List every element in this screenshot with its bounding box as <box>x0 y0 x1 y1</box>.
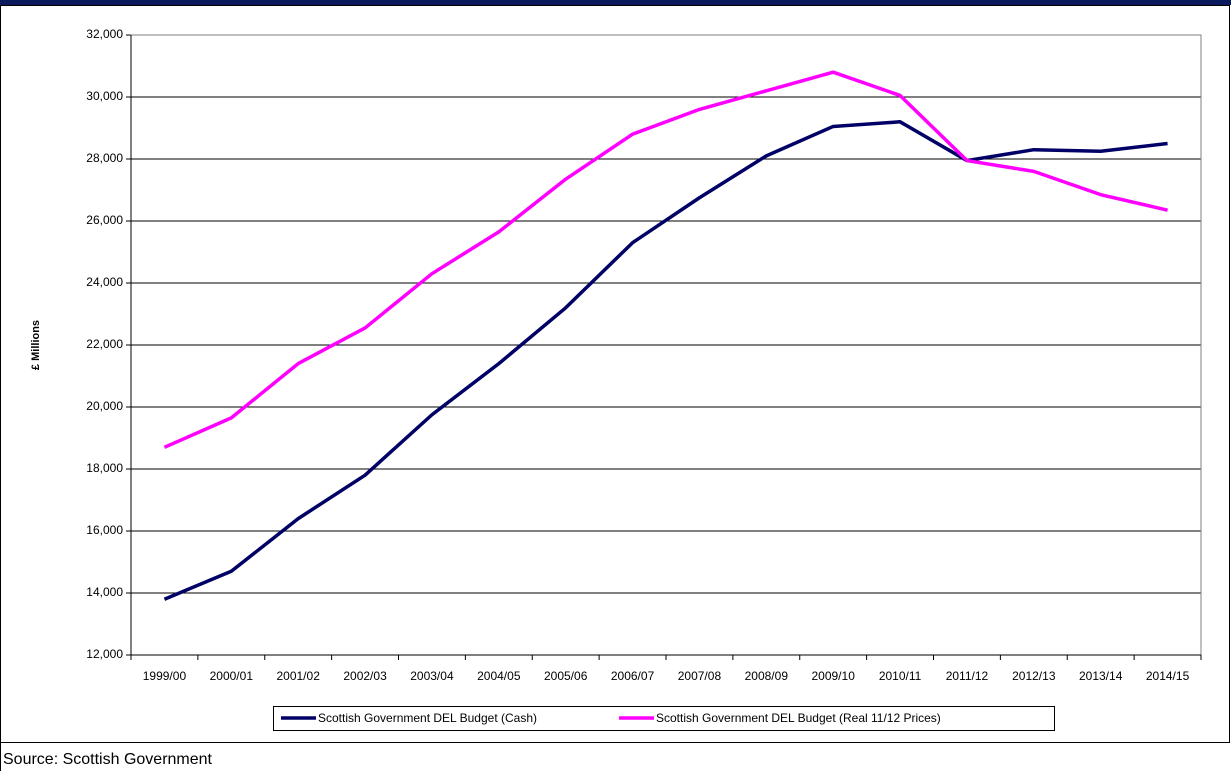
series-line <box>163 70 1168 449</box>
y-tick-label: 26,000 <box>86 213 123 227</box>
x-tick-label: 2007/08 <box>678 669 722 683</box>
x-tick-label: 2001/02 <box>276 669 320 683</box>
chart-frame <box>0 5 1230 743</box>
legend <box>273 706 1055 731</box>
y-tick-label: 22,000 <box>86 337 123 351</box>
y-tick-label: 32,000 <box>86 27 123 41</box>
x-tick-label: 2008/09 <box>745 669 789 683</box>
y-tick-label: 14,000 <box>86 585 123 599</box>
y-axis-label: £ Millions <box>30 320 42 370</box>
y-tick-label: 20,000 <box>86 399 123 413</box>
x-tick-label: 1999/00 <box>143 669 187 683</box>
y-tick-label: 30,000 <box>86 89 123 103</box>
x-tick-label: 2014/15 <box>1146 669 1190 683</box>
x-tick-label: 2011/12 <box>946 669 989 683</box>
x-tick-label: 2010/11 <box>879 669 922 683</box>
y-tick-label: 18,000 <box>86 461 123 475</box>
y-tick-label: 28,000 <box>86 151 123 165</box>
series-line <box>163 120 1168 601</box>
x-tick-label: 2005/06 <box>544 669 588 683</box>
x-tick-label: 2006/07 <box>611 669 655 683</box>
y-tick-label: 24,000 <box>86 275 123 289</box>
x-tick-label: 2000/01 <box>210 669 254 683</box>
source: Source: Scottish Government <box>3 751 213 768</box>
legend-label: Scottish Government DEL Budget (Real 11/… <box>656 711 941 725</box>
x-tick-label: 2012/13 <box>1012 669 1056 683</box>
x-tick-label: 2004/05 <box>477 669 521 683</box>
x-tick-label: 2009/10 <box>811 669 855 683</box>
x-tick-label: 2003/04 <box>410 669 454 683</box>
x-tick-label: 2002/03 <box>343 669 387 683</box>
header-bar <box>0 0 1231 5</box>
y-tick-label: 12,000 <box>86 647 123 661</box>
y-tick-label: 16,000 <box>86 523 123 537</box>
legend-label: Scottish Government DEL Budget (Cash) <box>318 711 537 725</box>
x-tick-label: 2013/14 <box>1079 669 1123 683</box>
